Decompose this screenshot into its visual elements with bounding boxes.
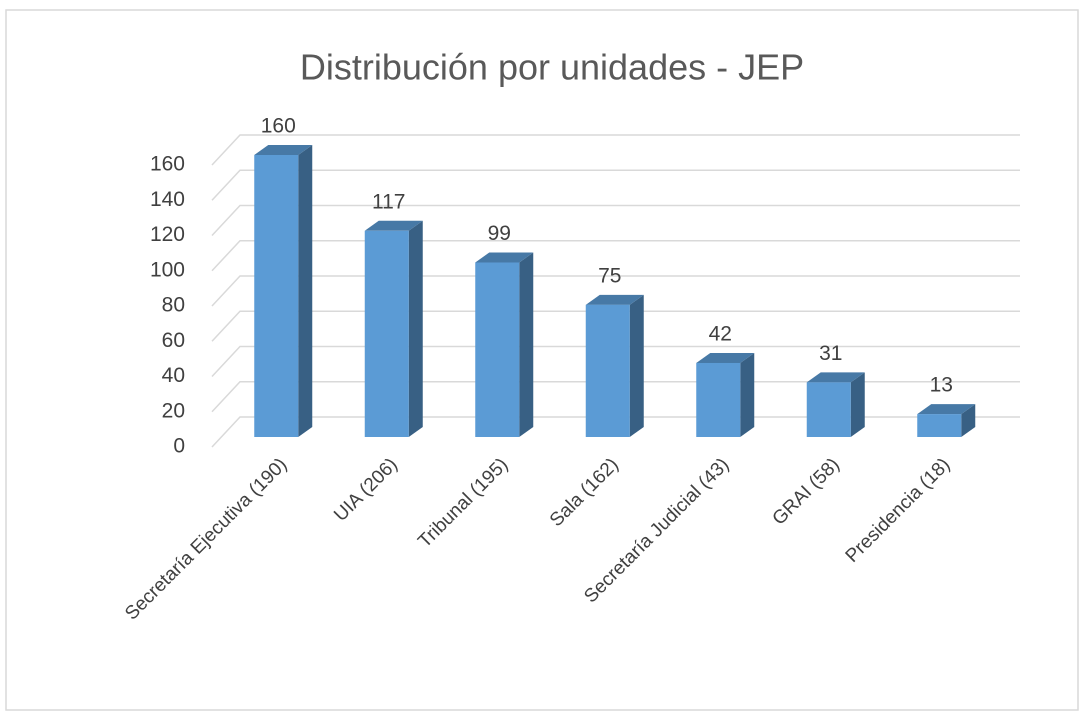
grid-line xyxy=(211,169,1020,201)
bar-side xyxy=(850,372,865,437)
data-label: 75 xyxy=(598,264,621,287)
bar xyxy=(364,230,409,437)
bar-top xyxy=(696,352,755,363)
y-tick-label: 20 xyxy=(162,399,185,422)
chart-border xyxy=(5,9,1079,711)
data-label: 42 xyxy=(709,323,732,346)
bar-top xyxy=(585,294,644,305)
bar-side xyxy=(519,252,534,437)
data-label: 99 xyxy=(488,222,511,245)
grid-line xyxy=(211,416,1020,448)
grid-line xyxy=(211,381,1020,413)
bar xyxy=(254,155,299,437)
bar-side xyxy=(740,352,755,437)
grid-line xyxy=(211,345,1020,378)
bar-top xyxy=(806,372,865,383)
bar-top xyxy=(254,145,313,155)
grid-line xyxy=(211,204,1020,237)
bar xyxy=(696,362,741,437)
chart-title: Distribución por unidades - JEP xyxy=(300,47,804,88)
y-tick-label: 80 xyxy=(162,294,185,317)
bar-top xyxy=(475,252,534,263)
data-label: 160 xyxy=(261,115,296,138)
bar-top xyxy=(917,404,976,415)
bar-top xyxy=(364,220,423,231)
y-tick-label: 60 xyxy=(162,329,185,352)
y-tick-label: 140 xyxy=(150,188,185,211)
bar-side xyxy=(629,294,644,437)
bar-side xyxy=(961,404,976,437)
grid-line xyxy=(211,240,1020,272)
bar xyxy=(917,414,962,437)
bar xyxy=(806,382,851,437)
data-label: 31 xyxy=(819,342,842,365)
bar xyxy=(475,262,520,437)
bar xyxy=(585,304,630,437)
data-label: 13 xyxy=(930,374,953,397)
data-label: 117 xyxy=(372,190,405,213)
y-tick-label: 0 xyxy=(173,435,185,458)
y-tick-label: 100 xyxy=(150,258,185,281)
grid-line xyxy=(211,275,1020,307)
y-tick-label: 40 xyxy=(162,364,185,387)
grid-line xyxy=(211,310,1020,342)
bar-side xyxy=(408,220,423,437)
bar-side xyxy=(298,145,313,437)
grid-line xyxy=(211,134,1020,166)
y-tick-label: 160 xyxy=(150,153,185,176)
y-tick-label: 120 xyxy=(150,223,185,246)
